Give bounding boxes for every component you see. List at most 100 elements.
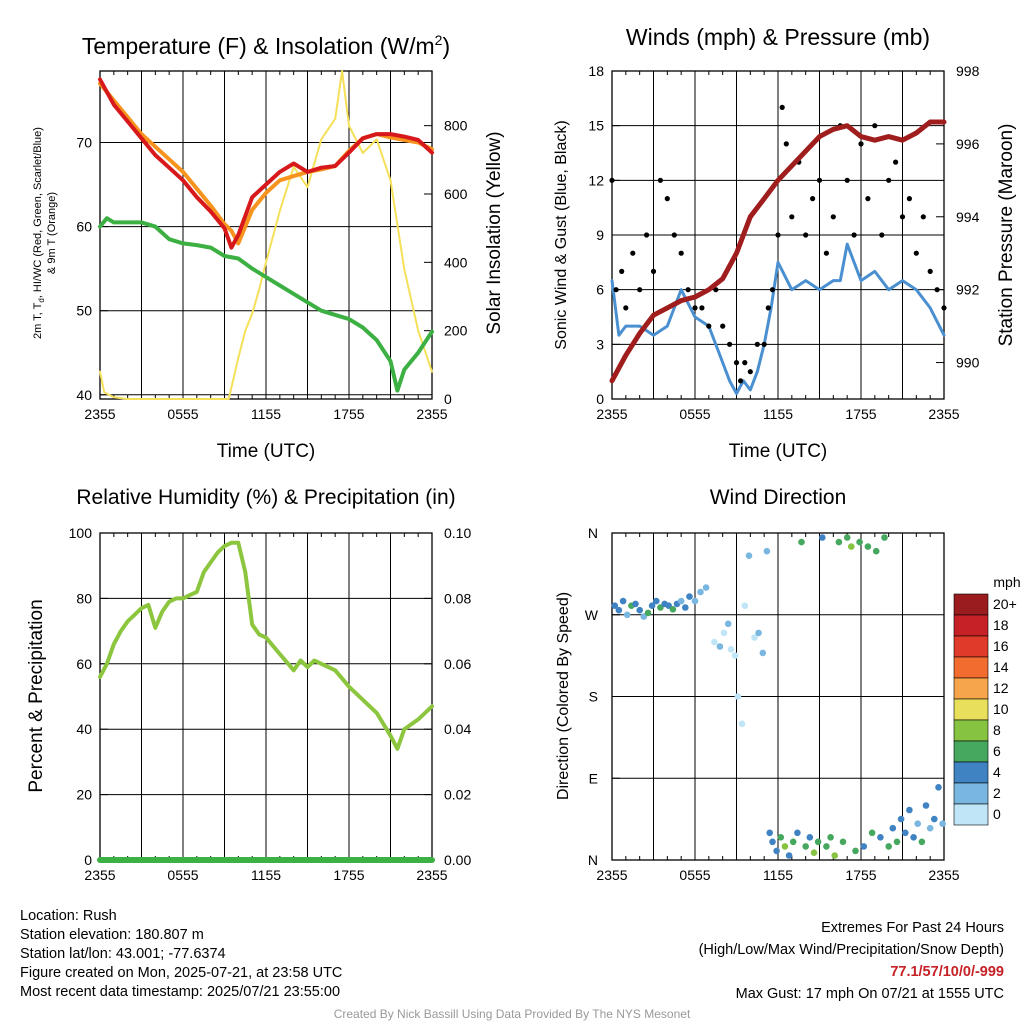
rh-x-tick-label: 1755 <box>333 867 364 883</box>
gust-point <box>803 232 809 238</box>
temp-2m-line <box>98 77 434 250</box>
pressure-y2-tick-label: 996 <box>956 136 980 152</box>
colorbar-label: 18 <box>993 617 1009 633</box>
gust-point <box>623 305 629 311</box>
direction-point <box>716 643 724 650</box>
gust-point <box>865 196 871 202</box>
colorbar-label: 10 <box>993 701 1009 717</box>
dewpoint-line <box>98 216 434 393</box>
gust-point <box>769 287 776 293</box>
gust-point <box>816 177 823 183</box>
dir-y-tick-label: N <box>588 852 598 868</box>
direction-point <box>910 834 917 841</box>
gust-point <box>699 305 705 311</box>
pressure-y2-tick-label: 990 <box>956 355 980 371</box>
direction-point <box>902 829 909 837</box>
colorbar-label: 14 <box>993 659 1009 675</box>
direction-point <box>831 852 838 859</box>
rh-y-tick-label: 100 <box>69 525 93 541</box>
direction-point <box>914 820 921 827</box>
gust-point <box>664 196 670 202</box>
gust-point <box>650 268 657 274</box>
direction-point <box>781 843 789 850</box>
direction-point <box>802 843 809 850</box>
gust-point <box>851 232 857 238</box>
gust-point <box>775 232 781 238</box>
gust-point <box>720 323 726 329</box>
insol-y2-tick-label: 600 <box>444 186 468 202</box>
gust-point <box>941 305 947 311</box>
direction-point <box>773 847 780 855</box>
winds-xlabel: Time (UTC) <box>729 441 828 462</box>
rh-y-tick-label: 60 <box>76 656 92 672</box>
wind-y-tick-label: 0 <box>596 391 604 407</box>
gust-point <box>671 232 677 238</box>
direction-point <box>848 543 855 550</box>
direction-point <box>798 538 805 546</box>
precip-y2-tick-label: 0.04 <box>444 721 471 737</box>
temp-x-tick-label: 2355 <box>416 406 447 422</box>
direction-point <box>794 829 801 837</box>
gust-point <box>823 250 830 256</box>
gust-point <box>619 268 625 274</box>
colorbar-swatch <box>953 761 989 784</box>
credit-line: Created By Nick Bassill Using Data Provi… <box>333 1007 691 1021</box>
direction-point <box>810 849 818 856</box>
direction-point <box>759 649 767 657</box>
direction-point <box>720 629 728 637</box>
direction-point <box>648 602 656 609</box>
direction-title: Wind Direction <box>710 486 847 509</box>
direction-point <box>711 638 718 646</box>
direction-point <box>644 609 652 617</box>
rh-y-tick-label: 0 <box>84 852 92 868</box>
direction-point <box>881 534 888 541</box>
direction-point <box>939 820 946 827</box>
gust-point <box>893 159 899 165</box>
gust-point <box>613 287 619 293</box>
gust-point <box>713 287 719 293</box>
gust-point <box>761 341 767 347</box>
gust-point <box>630 250 636 256</box>
pressure-line <box>609 119 947 384</box>
colorbar-label: 20+ <box>993 596 1017 612</box>
gust-point <box>906 196 913 202</box>
gust-point <box>844 177 850 183</box>
direction-point <box>868 829 876 837</box>
colorbar-label: 4 <box>993 764 1001 780</box>
direction-point <box>727 646 735 653</box>
colorbar-swatch <box>953 614 989 637</box>
direction-point <box>734 693 742 700</box>
gust-point <box>927 268 933 274</box>
gust-point <box>733 360 740 366</box>
humidity-panel: Relative Humidity (%) & Precipitation (i… <box>26 486 471 883</box>
station-latlon: Station lat/lon: 43.001; -77.6374 <box>20 946 226 962</box>
rh-x-tick-label: 0555 <box>167 867 198 883</box>
gust-point <box>920 214 926 220</box>
dir-x-tick-label: 1755 <box>845 867 876 883</box>
direction-point <box>738 720 746 728</box>
temp-y-tick-label: 40 <box>76 387 92 403</box>
direction-point <box>691 597 699 605</box>
temp-y-tick-label: 70 <box>76 134 92 150</box>
gust-point <box>637 287 643 293</box>
gust-point <box>886 177 892 183</box>
direction-point <box>619 597 627 605</box>
direction-point <box>935 784 942 791</box>
colorbar-swatch <box>953 677 989 700</box>
station-info: Location: Rush Station elevation: 180.80… <box>20 907 342 1002</box>
wind-x-tick-label: 1155 <box>763 406 793 422</box>
direction-point <box>814 838 822 846</box>
extremes-values: 77.1/57/10/0/-999 <box>890 964 1004 980</box>
colorbar-swatch <box>953 782 989 805</box>
wind-y-tick-label: 18 <box>588 63 604 79</box>
dir-y-tick-label: W <box>585 607 599 623</box>
winds-ylabel: Sonic Wind & Gust (Blue, Black) <box>553 120 570 349</box>
rh-x-tick-label: 2355 <box>84 867 115 883</box>
wind-x-tick-label: 2355 <box>596 406 627 422</box>
dir-x-tick-label: 2355 <box>596 867 627 883</box>
rh-x-tick-label: 2355 <box>416 867 447 883</box>
direction-point <box>751 634 758 641</box>
direction-point <box>611 602 619 609</box>
direction-point <box>918 838 926 846</box>
humidity-line <box>98 540 434 751</box>
